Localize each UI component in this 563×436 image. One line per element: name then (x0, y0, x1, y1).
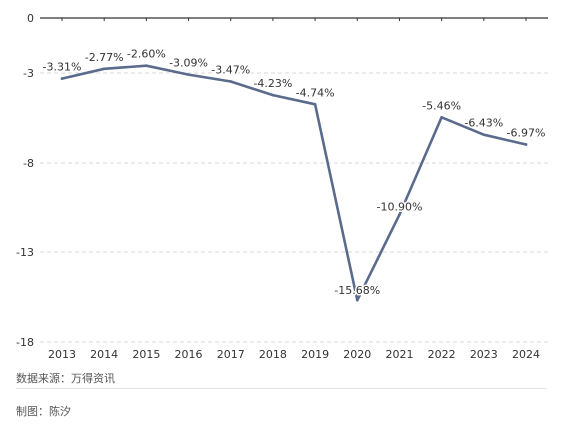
data-point (229, 80, 233, 83)
footer-divider (16, 388, 547, 389)
x-tick-label: 2016 (175, 348, 203, 361)
x-tick-label: 2015 (132, 348, 160, 361)
data-label: -10.90% (376, 201, 422, 214)
y-tick-labels: 0 -3 -8 -13 -18 (16, 12, 34, 349)
y-tick-label: 0 (27, 12, 34, 25)
chart-author-note: 制图：陈汐 (16, 405, 71, 418)
x-tick-label: 2021 (385, 348, 413, 361)
data-label: -6.97% (507, 126, 546, 139)
data-label: -3.47% (211, 63, 250, 76)
data-label: -4.23% (253, 77, 292, 90)
x-tick-label: 2020 (343, 348, 371, 361)
data-label: -4.74% (296, 86, 335, 99)
y-tick-label: -18 (16, 336, 34, 349)
data-point (60, 77, 64, 80)
data-labels: -3.31%-2.77% -2.60%-3.09%-3.47%-4.23% -4.7… (41, 46, 547, 299)
x-tick-label: 2024 (512, 348, 540, 361)
y-tick-label: -8 (23, 157, 34, 170)
y-tick-label: -13 (16, 246, 34, 259)
data-source-note: 数据来源：万得资讯 (16, 372, 115, 385)
data-label: -6.43% (464, 117, 503, 130)
data-label: -3.09% (169, 57, 208, 70)
x-tick-label: 2014 (90, 348, 118, 361)
data-point (398, 213, 401, 216)
data-point (102, 67, 106, 71)
data-point (482, 133, 486, 137)
x-tick-label: 2022 (428, 348, 456, 361)
data-point (440, 115, 443, 119)
data-point (524, 143, 528, 146)
data-label: -2.77% (85, 51, 124, 64)
data-point (271, 93, 275, 97)
x-tick-label: 2018 (259, 348, 287, 361)
data-point (313, 103, 317, 106)
data-point (145, 64, 148, 67)
data-point (187, 73, 190, 76)
data-label: -5.46% (422, 99, 461, 112)
chart-area: 0 -3 -8 -13 -18 2013 2014 2015 2016 2017 2018 2019… (16, 12, 548, 361)
data-point (355, 298, 359, 302)
axis-layer (40, 17, 548, 21)
x-tick-label: 2013 (48, 348, 76, 361)
series-layer (60, 64, 528, 302)
grid-layer (40, 72, 548, 343)
x-tick-label: 2019 (301, 348, 329, 361)
line-chart: 0 -3 -8 -13 -18 2013 2014 2015 2016 2017 2018 2019… (16, 12, 548, 361)
data-label: -3.31% (43, 61, 82, 74)
data-label: -2.60% (127, 48, 166, 61)
y-tick-label: -3 (23, 67, 34, 80)
x-tick-label: 2023 (470, 348, 498, 361)
x-tick-labels: 2013 2014 2015 2016 2017 2018 2019 2020 2021 2022… (48, 348, 540, 361)
data-label: -15.68% (334, 284, 380, 297)
series-line (60, 64, 528, 302)
x-tick-label: 2017 (217, 348, 245, 361)
